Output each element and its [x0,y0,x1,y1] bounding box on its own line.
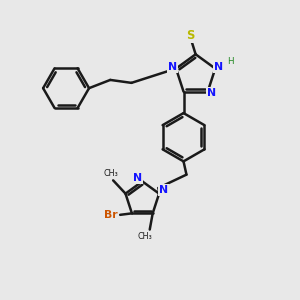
Text: N: N [168,62,177,72]
Text: CH₃: CH₃ [103,169,118,178]
Text: N: N [133,173,142,183]
Text: S: S [186,29,194,42]
Text: N: N [207,88,216,98]
Text: Br: Br [104,210,118,220]
Text: N: N [214,62,223,72]
Text: N: N [159,185,168,195]
Text: CH₃: CH₃ [138,232,153,241]
Text: H: H [227,57,234,66]
